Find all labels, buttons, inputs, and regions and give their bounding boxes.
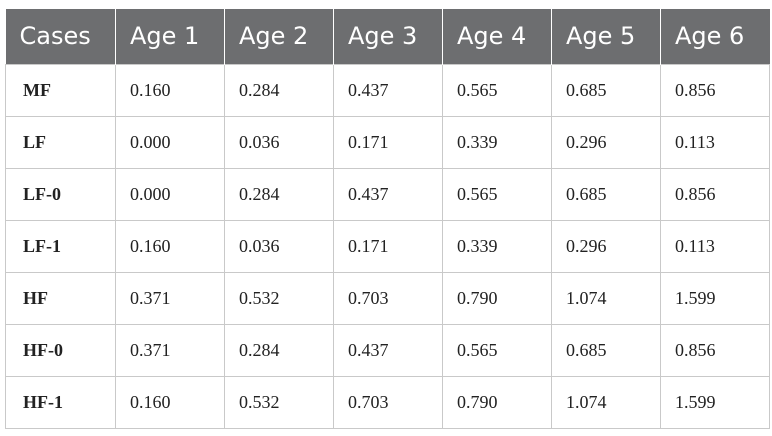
table-cell: 0.532 [224, 271, 334, 325]
row-label: HF-1 [5, 375, 116, 429]
header-cell-cases: Cases [5, 9, 116, 64]
table-cell: 0.284 [224, 167, 334, 221]
table-cell: 0.371 [115, 323, 225, 377]
table-cell: 0.171 [333, 219, 443, 273]
table-cell: 0.790 [442, 375, 552, 429]
table-cell: 0.284 [224, 63, 334, 117]
header-cell-age-2: Age 2 [224, 9, 334, 64]
table-cell: 0.565 [442, 63, 552, 117]
table-cell: 0.371 [115, 271, 225, 325]
table-cell: 1.074 [551, 375, 661, 429]
header-cell-age-3: Age 3 [333, 9, 443, 64]
table-cell: 0.036 [224, 219, 334, 273]
row-label: MF [5, 63, 116, 117]
header-cell-age-6: Age 6 [660, 9, 770, 64]
data-table: Cases Age 1 Age 2 Age 3 Age 4 Age 5 Age … [5, 9, 770, 429]
table-cell: 0.296 [551, 219, 661, 273]
table-cell: 0.160 [115, 219, 225, 273]
table-cell: 0.437 [333, 323, 443, 377]
table-row: HF-0 0.371 0.284 0.437 0.565 0.685 0.856 [5, 323, 770, 377]
table-cell: 0.000 [115, 167, 225, 221]
table-cell: 0.000 [115, 115, 225, 169]
table-cell: 1.074 [551, 271, 661, 325]
table-cell: 1.599 [660, 271, 770, 325]
row-label: HF [5, 271, 116, 325]
table-cell: 0.703 [333, 271, 443, 325]
table-cell: 0.171 [333, 115, 443, 169]
table-body: MF 0.160 0.284 0.437 0.565 0.685 0.856 L… [5, 63, 770, 429]
row-label: HF-0 [5, 323, 116, 377]
table-header: Cases Age 1 Age 2 Age 3 Age 4 Age 5 Age … [5, 9, 770, 64]
table-cell: 0.160 [115, 375, 225, 429]
table-cell: 0.113 [660, 219, 770, 273]
table-row: HF 0.371 0.532 0.703 0.790 1.074 1.599 [5, 271, 770, 325]
table-cell: 0.790 [442, 271, 552, 325]
table-cell: 0.284 [224, 323, 334, 377]
table-cell: 1.599 [660, 375, 770, 429]
header-cell-age-5: Age 5 [551, 9, 661, 64]
table-cell: 0.339 [442, 115, 552, 169]
table-cell: 0.703 [333, 375, 443, 429]
table-cell: 0.437 [333, 167, 443, 221]
table-cell: 0.296 [551, 115, 661, 169]
row-label: LF-0 [5, 167, 116, 221]
table-cell: 0.113 [660, 115, 770, 169]
table-cell: 0.685 [551, 167, 661, 221]
table-cell: 0.036 [224, 115, 334, 169]
table-cell: 0.339 [442, 219, 552, 273]
header-cell-age-4: Age 4 [442, 9, 552, 64]
table-cell: 0.565 [442, 323, 552, 377]
table-row: MF 0.160 0.284 0.437 0.565 0.685 0.856 [5, 63, 770, 117]
table-cell: 0.685 [551, 323, 661, 377]
table-cell: 0.532 [224, 375, 334, 429]
table-row: LF-1 0.160 0.036 0.171 0.339 0.296 0.113 [5, 219, 770, 273]
header-cell-age-1: Age 1 [115, 9, 225, 64]
table-cell: 0.160 [115, 63, 225, 117]
table-cell: 0.565 [442, 167, 552, 221]
table-cell: 0.685 [551, 63, 661, 117]
data-table-container: Cases Age 1 Age 2 Age 3 Age 4 Age 5 Age … [5, 9, 770, 429]
table-row: LF 0.000 0.036 0.171 0.339 0.296 0.113 [5, 115, 770, 169]
table-cell: 0.856 [660, 167, 770, 221]
table-row: LF-0 0.000 0.284 0.437 0.565 0.685 0.856 [5, 167, 770, 221]
header-row: Cases Age 1 Age 2 Age 3 Age 4 Age 5 Age … [5, 9, 770, 64]
table-cell: 0.437 [333, 63, 443, 117]
table-cell: 0.856 [660, 63, 770, 117]
table-cell: 0.856 [660, 323, 770, 377]
row-label: LF [5, 115, 116, 169]
row-label: LF-1 [5, 219, 116, 273]
table-row: HF-1 0.160 0.532 0.703 0.790 1.074 1.599 [5, 375, 770, 429]
